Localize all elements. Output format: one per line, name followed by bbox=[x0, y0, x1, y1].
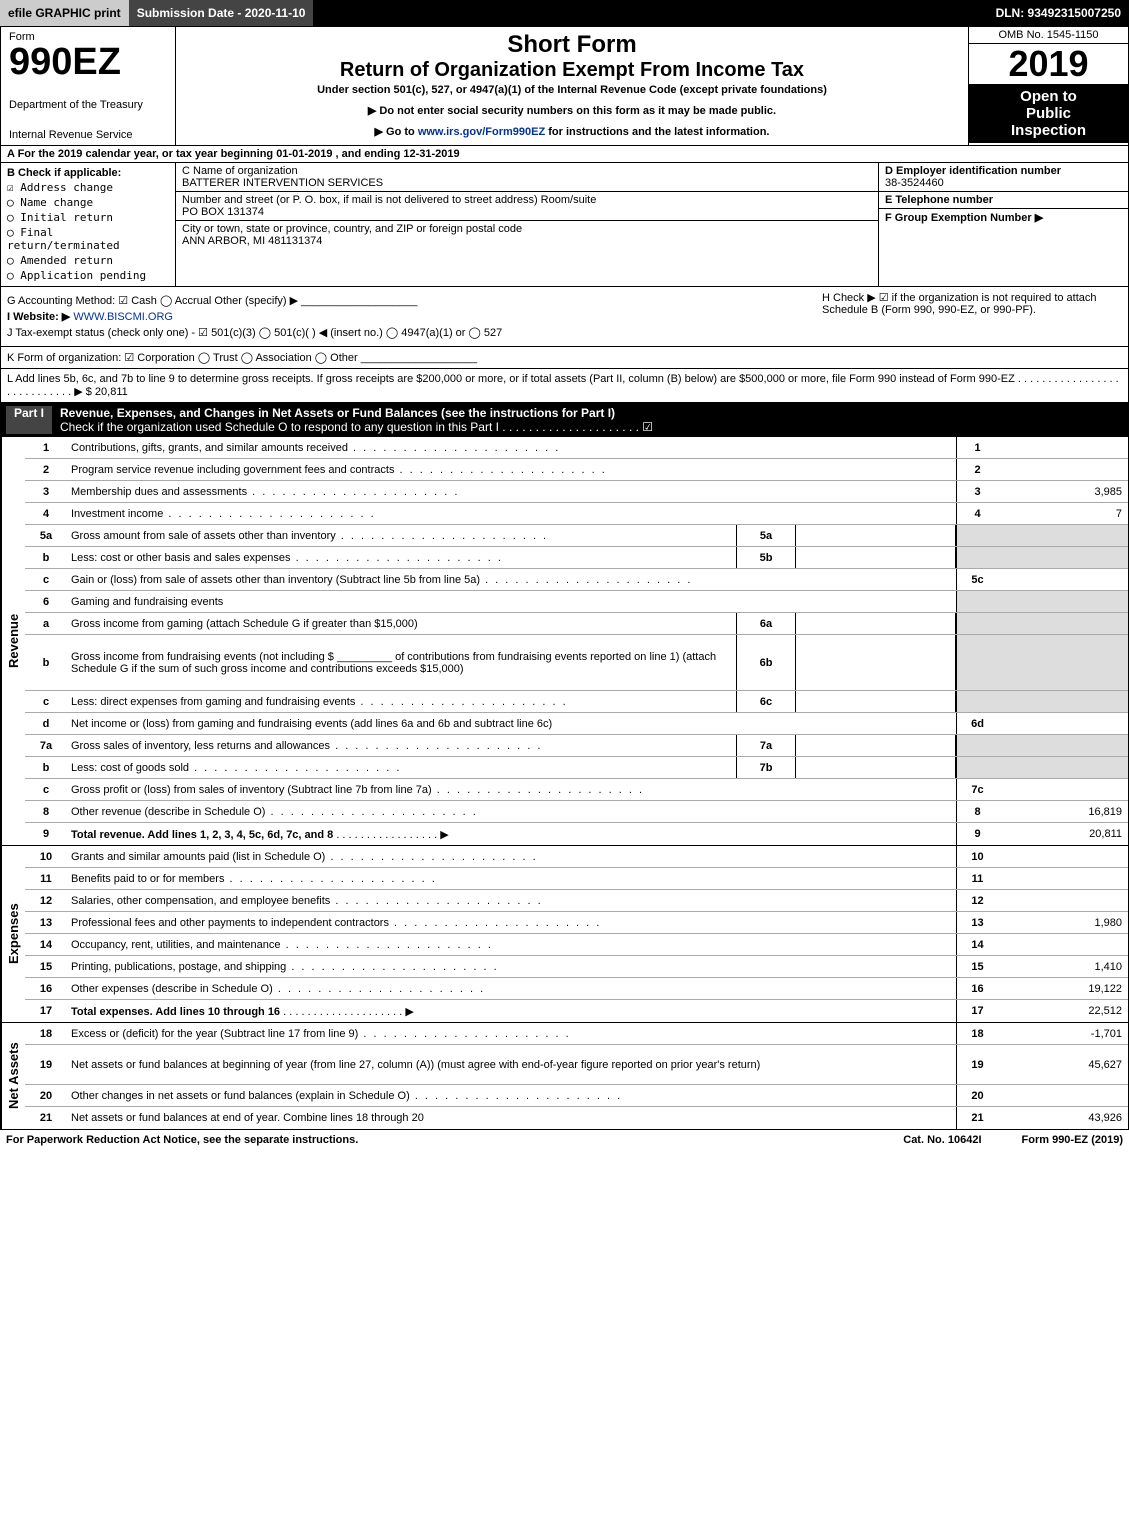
line-6d: dNet income or (loss) from gaming and fu… bbox=[25, 713, 1128, 735]
chk-initial-return[interactable]: ◯ Initial return bbox=[7, 211, 169, 224]
vtab-netassets: Net Assets bbox=[1, 1023, 25, 1129]
line-9: 9Total revenue. Add lines 1, 2, 3, 4, 5c… bbox=[25, 823, 1128, 845]
line-4: 4Investment income47 bbox=[25, 503, 1128, 525]
expenses-section: Expenses 10Grants and similar amounts pa… bbox=[0, 846, 1129, 1023]
org-name: BATTERER INTERVENTION SERVICES bbox=[182, 177, 383, 189]
line-5b: bLess: cost or other basis and sales exp… bbox=[25, 547, 1128, 569]
line-18: 18Excess or (deficit) for the year (Subt… bbox=[25, 1023, 1128, 1045]
footer-cat: Cat. No. 10642I bbox=[903, 1134, 981, 1146]
city: ANN ARBOR, MI 481131374 bbox=[182, 235, 322, 247]
part1-header: Part I Revenue, Expenses, and Changes in… bbox=[0, 403, 1129, 437]
irs-label: Internal Revenue Service bbox=[9, 129, 167, 141]
part1-label: Part I bbox=[6, 406, 52, 434]
tax-year: 2019 bbox=[969, 44, 1128, 84]
form-header: Form 990EZ Department of the Treasury In… bbox=[0, 26, 1129, 146]
line-16: 16Other expenses (describe in Schedule O… bbox=[25, 978, 1128, 1000]
line-7a: 7aGross sales of inventory, less returns… bbox=[25, 735, 1128, 757]
ein: 38-3524460 bbox=[885, 177, 944, 189]
row-j: J Tax-exempt status (check only one) - ☑… bbox=[7, 326, 1122, 339]
instr-ssn: ▶ Do not enter social security numbers o… bbox=[180, 104, 964, 117]
row-a-period: A For the 2019 calendar year, or tax yea… bbox=[0, 146, 1129, 163]
line-6c: cLess: direct expenses from gaming and f… bbox=[25, 691, 1128, 713]
col-b-head: B Check if applicable: bbox=[7, 167, 169, 179]
line-2: 2Program service revenue including gover… bbox=[25, 459, 1128, 481]
efile-print[interactable]: efile GRAPHIC print bbox=[0, 0, 129, 26]
instr-link: ▶ Go to www.irs.gov/Form990EZ for instru… bbox=[180, 125, 964, 138]
col-b-checkboxes: B Check if applicable: ☑ Address change … bbox=[1, 163, 176, 286]
row-k: K Form of organization: ☑ Corporation ◯ … bbox=[0, 347, 1129, 369]
col-c-org: C Name of organizationBATTERER INTERVENT… bbox=[176, 163, 878, 286]
page-footer: For Paperwork Reduction Act Notice, see … bbox=[0, 1130, 1129, 1150]
chk-app-pending[interactable]: ◯ Application pending bbox=[7, 269, 169, 282]
street-label: Number and street (or P. O. box, if mail… bbox=[182, 194, 596, 206]
meta-block: H Check ▶ ☑ if the organization is not r… bbox=[0, 287, 1129, 347]
line-10: 10Grants and similar amounts paid (list … bbox=[25, 846, 1128, 868]
revenue-section: Revenue 1Contributions, gifts, grants, a… bbox=[0, 437, 1129, 846]
omb-number: OMB No. 1545-1150 bbox=[969, 27, 1128, 44]
top-bar: efile GRAPHIC print Submission Date - 20… bbox=[0, 0, 1129, 26]
group-exempt-label: F Group Exemption Number ▶ bbox=[885, 212, 1043, 224]
title-return: Return of Organization Exempt From Incom… bbox=[180, 59, 964, 82]
phone-label: E Telephone number bbox=[885, 194, 993, 206]
vtab-revenue: Revenue bbox=[1, 437, 25, 845]
line-6a: aGross income from gaming (attach Schedu… bbox=[25, 613, 1128, 635]
line-8: 8Other revenue (describe in Schedule O)8… bbox=[25, 801, 1128, 823]
line-13: 13Professional fees and other payments t… bbox=[25, 912, 1128, 934]
chk-final-return[interactable]: ◯ Final return/terminated bbox=[7, 226, 169, 252]
dept-label: Department of the Treasury bbox=[9, 99, 167, 111]
line-5c: cGain or (loss) from sale of assets othe… bbox=[25, 569, 1128, 591]
footer-form: Form 990-EZ (2019) bbox=[1022, 1134, 1123, 1146]
line-19: 19Net assets or fund balances at beginni… bbox=[25, 1045, 1128, 1085]
vtab-expenses: Expenses bbox=[1, 846, 25, 1022]
submission-date: Submission Date - 2020-11-10 bbox=[129, 0, 314, 26]
org-name-label: C Name of organization bbox=[182, 165, 298, 177]
part1-sub: Check if the organization used Schedule … bbox=[60, 420, 653, 434]
line-11: 11Benefits paid to or for members11 bbox=[25, 868, 1128, 890]
irs-link[interactable]: www.irs.gov/Form990EZ bbox=[418, 126, 545, 138]
subtitle: Under section 501(c), 527, or 4947(a)(1)… bbox=[180, 84, 964, 96]
chk-amended[interactable]: ◯ Amended return bbox=[7, 254, 169, 267]
line-6b: bGross income from fundraising events (n… bbox=[25, 635, 1128, 691]
street: PO BOX 131374 bbox=[182, 206, 264, 218]
website-link[interactable]: WWW.BISCMI.ORG bbox=[73, 311, 173, 323]
title-short-form: Short Form bbox=[180, 31, 964, 59]
line-7b: bLess: cost of goods sold7b bbox=[25, 757, 1128, 779]
line-5a: 5aGross amount from sale of assets other… bbox=[25, 525, 1128, 547]
line-15: 15Printing, publications, postage, and s… bbox=[25, 956, 1128, 978]
line-1: 1Contributions, gifts, grants, and simil… bbox=[25, 437, 1128, 459]
col-d-ids: D Employer identification number38-35244… bbox=[878, 163, 1128, 286]
line-7c: cGross profit or (loss) from sales of in… bbox=[25, 779, 1128, 801]
row-h: H Check ▶ ☑ if the organization is not r… bbox=[822, 291, 1122, 316]
city-label: City or town, state or province, country… bbox=[182, 223, 522, 235]
netassets-section: Net Assets 18Excess or (deficit) for the… bbox=[0, 1023, 1129, 1130]
form-number: 990EZ bbox=[9, 43, 167, 81]
chk-name-change[interactable]: ◯ Name change bbox=[7, 196, 169, 209]
line-12: 12Salaries, other compensation, and empl… bbox=[25, 890, 1128, 912]
line-17: 17Total expenses. Add lines 10 through 1… bbox=[25, 1000, 1128, 1022]
part1-title: Revenue, Expenses, and Changes in Net As… bbox=[60, 406, 615, 420]
line-6: 6Gaming and fundraising events bbox=[25, 591, 1128, 613]
ein-label: D Employer identification number bbox=[885, 165, 1061, 177]
line-20: 20Other changes in net assets or fund ba… bbox=[25, 1085, 1128, 1107]
open-inspection: Open toPublicInspection bbox=[969, 84, 1128, 143]
line-21: 21Net assets or fund balances at end of … bbox=[25, 1107, 1128, 1129]
chk-address-change[interactable]: ☑ Address change bbox=[7, 181, 169, 194]
entity-block: B Check if applicable: ☑ Address change … bbox=[0, 163, 1129, 287]
line-3: 3Membership dues and assessments33,985 bbox=[25, 481, 1128, 503]
dln: DLN: 93492315007250 bbox=[988, 6, 1129, 20]
row-l: L Add lines 5b, 6c, and 7b to line 9 to … bbox=[0, 369, 1129, 403]
line-14: 14Occupancy, rent, utilities, and mainte… bbox=[25, 934, 1128, 956]
footer-left: For Paperwork Reduction Act Notice, see … bbox=[6, 1134, 358, 1146]
